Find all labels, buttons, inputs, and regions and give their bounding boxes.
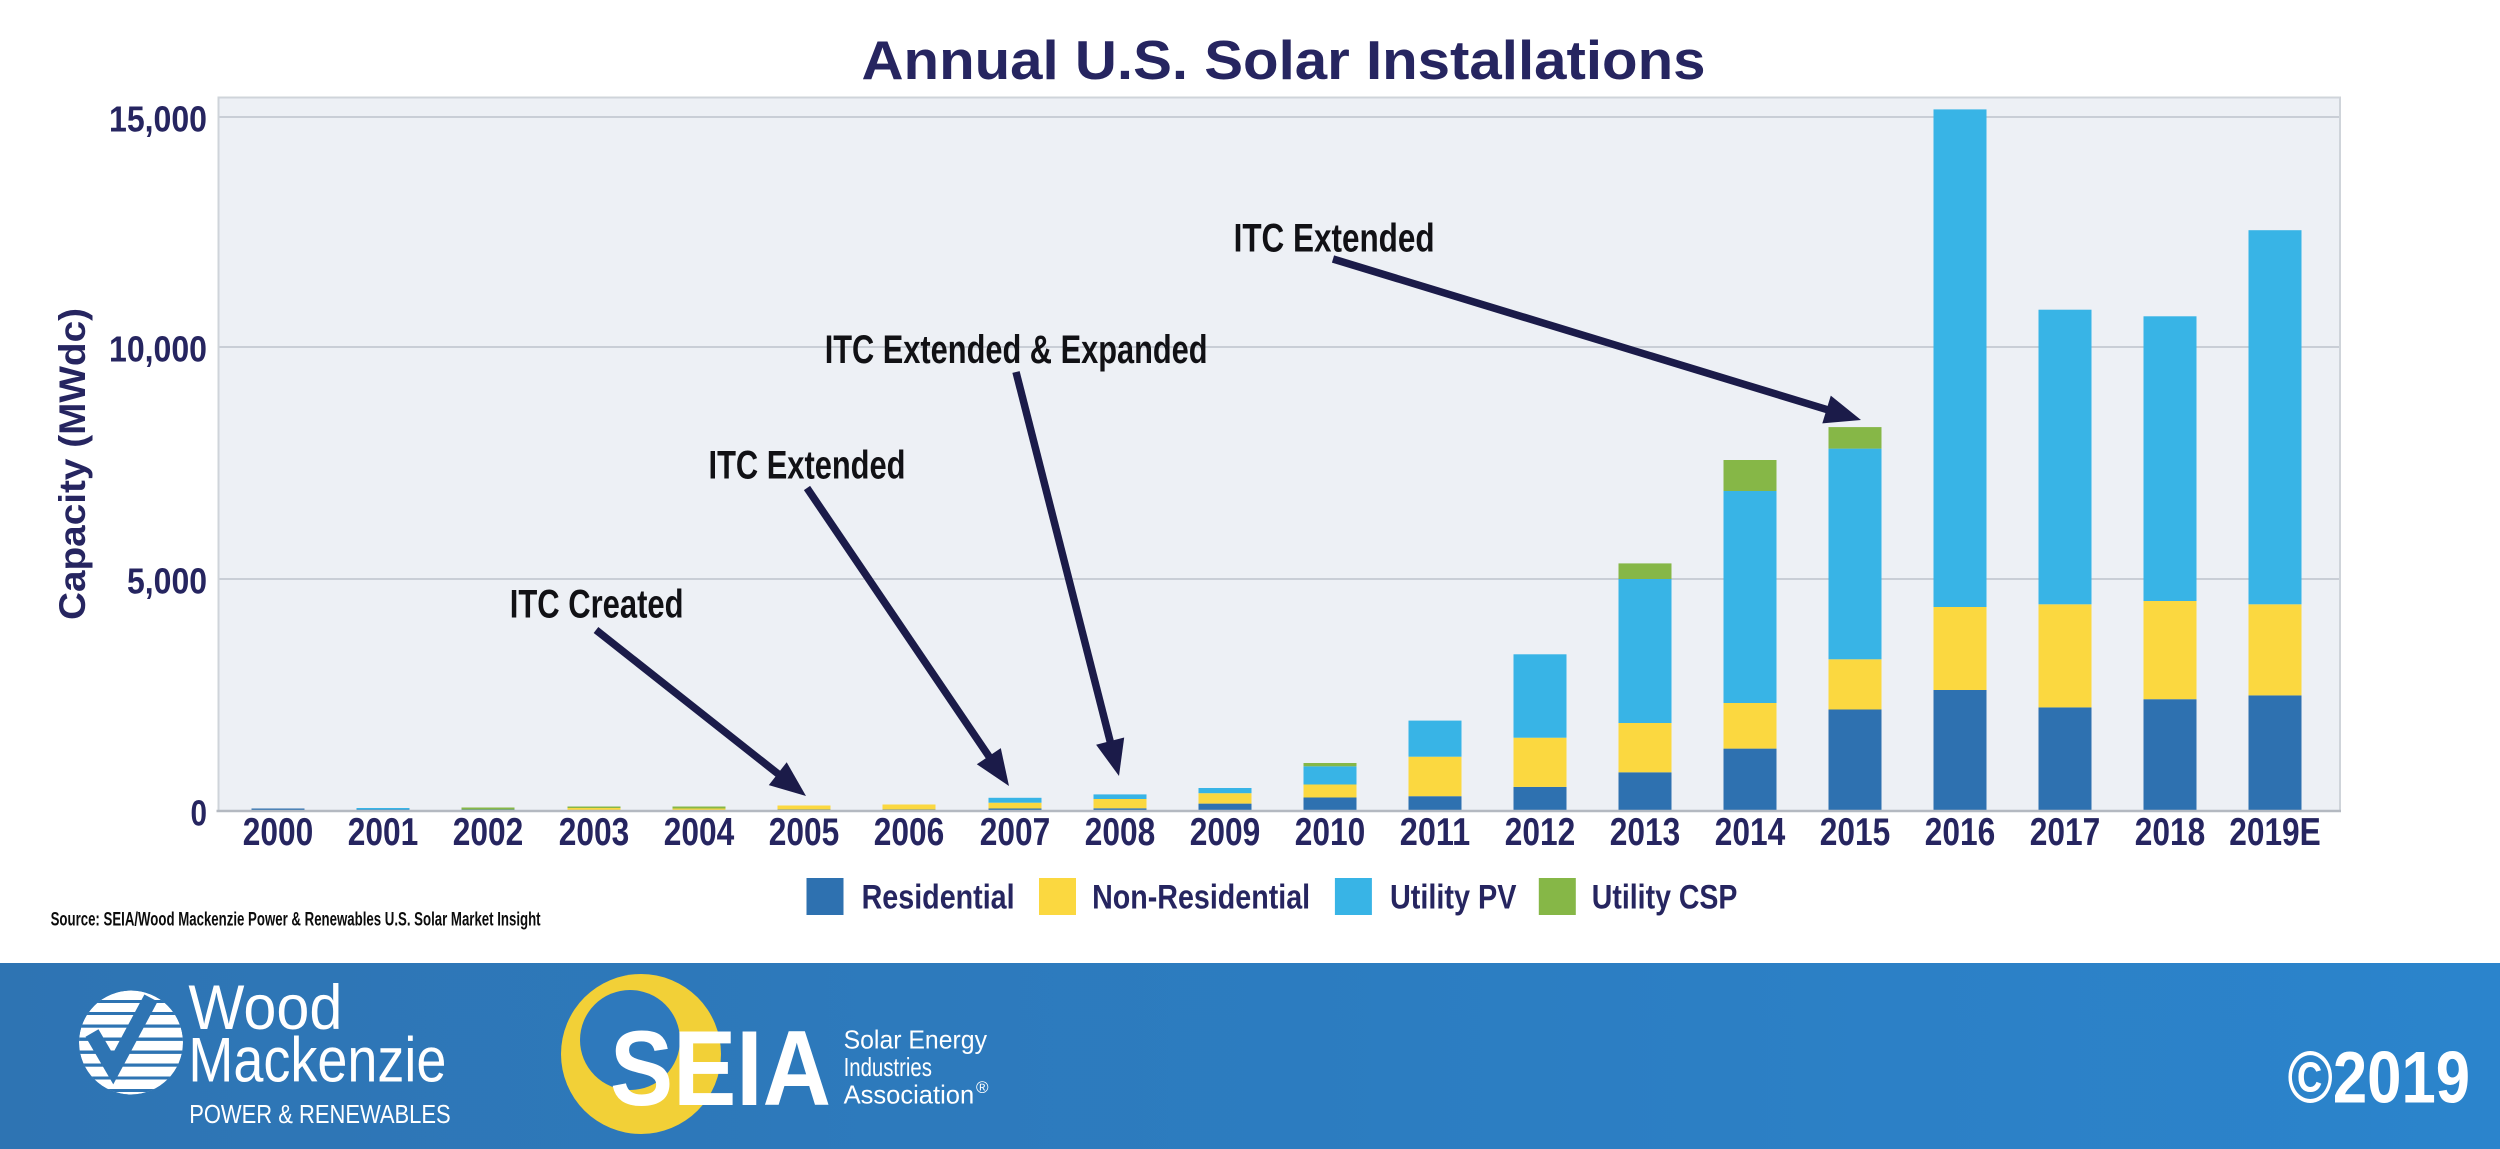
svg-text:Utility CSP: Utility CSP bbox=[1592, 879, 1738, 917]
svg-text:SEIA: SEIA bbox=[610, 1008, 831, 1128]
svg-text:2007: 2007 bbox=[980, 811, 1051, 854]
svg-text:2006: 2006 bbox=[874, 811, 945, 854]
svg-text:Association: Association bbox=[844, 1080, 975, 1110]
svg-text:ITC Extended & Expanded: ITC Extended & Expanded bbox=[825, 328, 1208, 372]
svg-text:ITC Extended: ITC Extended bbox=[709, 444, 906, 488]
svg-text:10,000: 10,000 bbox=[109, 329, 207, 370]
svg-text:2010: 2010 bbox=[1295, 811, 1366, 854]
svg-text:Utility PV: Utility PV bbox=[1390, 879, 1517, 917]
svg-text:2016: 2016 bbox=[1925, 811, 1996, 854]
svg-text:15,000: 15,000 bbox=[109, 99, 207, 140]
svg-text:Capacity (MWdc): Capacity (MWdc) bbox=[52, 308, 93, 620]
svg-text:2004: 2004 bbox=[664, 811, 735, 854]
svg-text:2000: 2000 bbox=[243, 811, 314, 854]
svg-text:Mackenzie: Mackenzie bbox=[188, 1026, 446, 1096]
svg-text:Source: SEIA/Wood Mackenzie Po: Source: SEIA/Wood Mackenzie Power & Rene… bbox=[51, 909, 541, 930]
svg-text:2005: 2005 bbox=[769, 811, 840, 854]
svg-text:2009: 2009 bbox=[1190, 811, 1261, 854]
svg-text:Industries: Industries bbox=[844, 1052, 932, 1082]
svg-text:POWER & RENEWABLES: POWER & RENEWABLES bbox=[189, 1101, 451, 1129]
svg-text:2001: 2001 bbox=[348, 811, 419, 854]
svg-text:2003: 2003 bbox=[559, 811, 630, 854]
svg-text:2017: 2017 bbox=[2030, 811, 2101, 854]
svg-text:Solar Energy: Solar Energy bbox=[844, 1024, 987, 1054]
svg-text:2014: 2014 bbox=[1715, 811, 1786, 854]
svg-text:©2019: ©2019 bbox=[2288, 1038, 2471, 1119]
svg-text:0: 0 bbox=[191, 793, 208, 834]
svg-text:2015: 2015 bbox=[1820, 811, 1891, 854]
svg-text:5,000: 5,000 bbox=[127, 561, 207, 602]
svg-text:ITC Created: ITC Created bbox=[510, 583, 684, 627]
svg-text:2019E: 2019E bbox=[2229, 811, 2321, 854]
svg-text:®: ® bbox=[976, 1078, 989, 1097]
svg-text:Wood: Wood bbox=[188, 973, 342, 1043]
svg-text:2018: 2018 bbox=[2135, 811, 2206, 854]
svg-text:2002: 2002 bbox=[453, 811, 524, 854]
svg-text:2011: 2011 bbox=[1400, 811, 1471, 854]
svg-text:Residential: Residential bbox=[862, 879, 1015, 917]
svg-text:Non-Residential: Non-Residential bbox=[1092, 879, 1310, 917]
svg-text:2013: 2013 bbox=[1610, 811, 1681, 854]
svg-text:Annual U.S. Solar Installation: Annual U.S. Solar Installations bbox=[862, 29, 1706, 91]
svg-text:ITC Extended: ITC Extended bbox=[1234, 217, 1435, 261]
svg-text:2012: 2012 bbox=[1505, 811, 1576, 854]
svg-text:2008: 2008 bbox=[1085, 811, 1156, 854]
